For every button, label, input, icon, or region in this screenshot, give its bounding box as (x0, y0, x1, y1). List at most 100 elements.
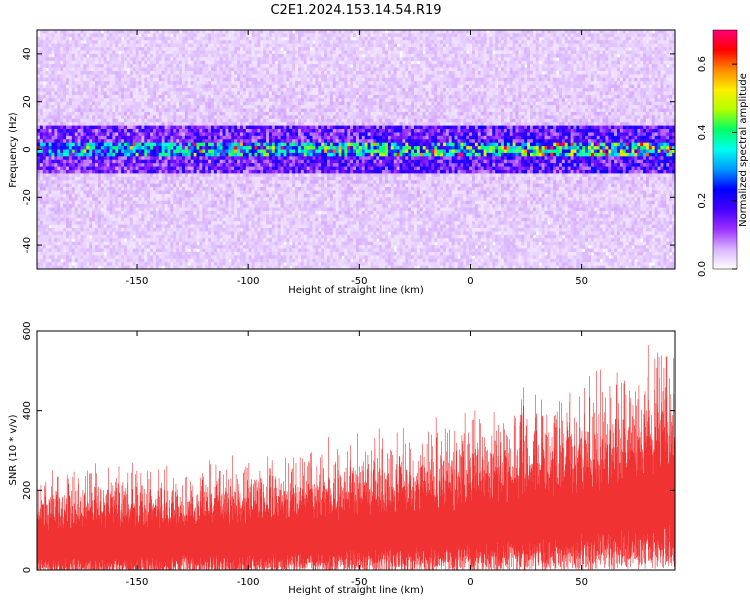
heatmap-cell (74, 180, 78, 185)
heatmap-cell (216, 135, 221, 140)
heatmap-cell (228, 248, 232, 253)
heatmap-cell (182, 231, 186, 236)
heatmap-cell (173, 67, 177, 72)
heatmap-cell (71, 241, 76, 246)
heatmap-cell (97, 135, 102, 140)
heatmap-cell (184, 200, 189, 205)
heatmap-cell (39, 163, 44, 167)
heatmap-cell (219, 142, 223, 147)
heatmap-cell (129, 248, 134, 253)
heatmap-cell (196, 210, 200, 215)
heatmap-cell (202, 258, 206, 263)
heatmap-cell (234, 53, 238, 58)
heatmap-cell (118, 251, 122, 256)
heatmap-cell (147, 81, 151, 86)
heatmap-cell (95, 228, 99, 232)
heatmap-cell (205, 193, 209, 198)
heatmap-cell (167, 108, 171, 113)
heatmap-cell (68, 146, 73, 150)
heatmap-cell (126, 84, 131, 89)
heatmap-cell (45, 146, 49, 150)
heatmap-cell (109, 64, 113, 68)
heatmap-cell (225, 214, 229, 219)
heatmap-cell (60, 166, 64, 171)
heatmap-cell (205, 173, 209, 178)
heatmap-cell (45, 50, 49, 55)
heatmap-cell (71, 98, 76, 103)
heatmap-cell (77, 40, 81, 45)
heatmap-cell (182, 207, 186, 212)
heatmap-cell (103, 139, 107, 144)
heatmap-cell (83, 105, 87, 109)
heatmap-cell (211, 251, 215, 256)
heatmap-cell (77, 187, 81, 191)
heatmap-cell (97, 122, 102, 126)
heatmap-cell (202, 142, 206, 147)
heatmap-cell (48, 47, 52, 51)
heatmap-cell (176, 40, 180, 45)
heatmap-cell (68, 149, 73, 154)
heatmap-cell (60, 248, 64, 253)
heatmap-cell (144, 135, 148, 140)
heatmap-cell (109, 234, 113, 239)
heatmap-cell (138, 135, 142, 140)
heatmap-cell (182, 91, 186, 96)
heatmap-cell (124, 163, 128, 167)
heatmap-cell (216, 217, 221, 222)
heatmap-cell (237, 98, 241, 103)
heatmap-cell (155, 262, 160, 266)
heatmap-cell (231, 224, 235, 229)
heatmap-cell (60, 221, 64, 226)
heatmap-cell (54, 40, 58, 45)
heatmap-cell (179, 265, 183, 269)
heatmap-cell (228, 265, 232, 269)
heatmap-cell (135, 245, 139, 249)
heatmap-cell (164, 228, 168, 232)
heatmap-cell (225, 84, 229, 89)
heatmap-cell (57, 30, 61, 34)
heatmap-cell (74, 200, 78, 205)
heatmap-cell (74, 262, 78, 266)
heatmap-cell (205, 241, 209, 246)
heatmap-cell (161, 200, 165, 205)
heatmap-cell (176, 204, 180, 208)
heatmap-cell (138, 67, 142, 72)
heatmap-cell (51, 193, 55, 198)
heatmap-cell (208, 122, 212, 126)
heatmap-cell (184, 101, 189, 106)
heatmap-cell (231, 67, 235, 72)
heatmap-cell (216, 163, 221, 167)
heatmap-cell (129, 204, 134, 208)
heatmap-cell (118, 139, 122, 144)
heatmap-cell (129, 183, 134, 188)
heatmap-cell (54, 125, 58, 130)
heatmap-cell (219, 57, 223, 62)
heatmap-cell (89, 197, 93, 202)
heatmap-cell (237, 248, 241, 253)
heatmap-cell (182, 241, 186, 246)
heatmap-cell (219, 200, 223, 205)
heatmap-cell (237, 214, 241, 219)
heatmap-cell (103, 156, 107, 161)
heatmap-cell (68, 108, 73, 113)
heatmap-cell (80, 224, 84, 229)
heatmap-cell (86, 193, 90, 198)
heatmap-cell (161, 245, 165, 249)
heatmap-cell (112, 193, 116, 198)
heatmap-cell (63, 228, 67, 232)
heatmap-cell (179, 258, 183, 263)
heatmap-cell (115, 122, 119, 126)
heatmap-cell (126, 98, 131, 103)
heatmap-cell (234, 214, 238, 219)
heatmap-cell (103, 183, 107, 188)
heatmap-cell (115, 77, 119, 82)
heatmap-cell (161, 105, 165, 109)
heatmap-cell (153, 255, 157, 260)
heatmap-cell (48, 183, 52, 188)
heatmap-cell (95, 241, 99, 246)
heatmap-cell (150, 176, 154, 181)
heatmap-cell (190, 166, 194, 171)
heatmap-cell (86, 238, 90, 243)
heatmap-cell (63, 241, 67, 246)
heatmap-cell (132, 94, 136, 99)
